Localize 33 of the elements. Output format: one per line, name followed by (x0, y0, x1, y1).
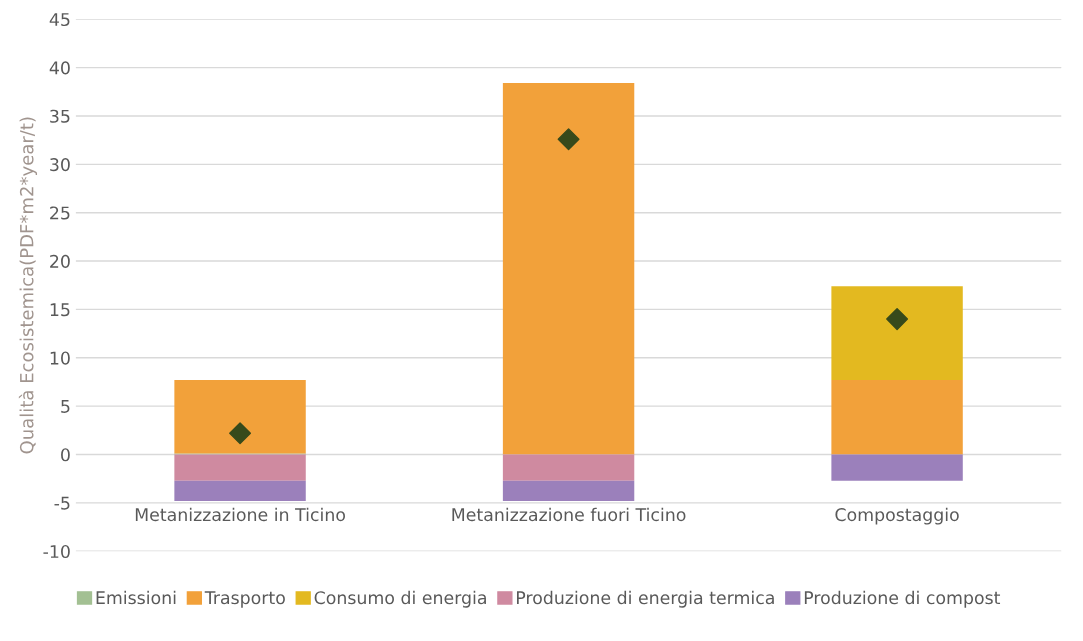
point (557, 128, 580, 151)
y-tick-label: -5 (54, 496, 70, 510)
y-tick-label: 10 (50, 351, 70, 365)
y-tick-label: 30 (50, 158, 70, 172)
x-tick-label: Compostaggio (835, 507, 959, 525)
y-tick-label: -10 (43, 544, 70, 559)
y-tick-label: 5 (61, 400, 70, 413)
y-tick-label: 35 (50, 109, 70, 123)
legend-label: Trasporto (204, 591, 285, 608)
y-tick-label: 15 (50, 303, 70, 317)
x-tick-label: Metanizzazione in Ticino (135, 507, 346, 522)
legend-label: Produzione di compost (804, 590, 1001, 608)
bar (174, 480, 306, 501)
point (886, 308, 909, 331)
bar (174, 380, 306, 454)
x-tick-label: Metanizzazione fuori Ticino (452, 507, 686, 522)
y-tick-label: 25 (50, 206, 70, 220)
y-tick-label: 45 (49, 13, 70, 27)
legend-label: Produzione di energia termica (517, 590, 774, 608)
y-tick-label: 0 (61, 448, 70, 462)
y-tick-label: 40 (49, 61, 70, 75)
bar (174, 454, 306, 481)
y-tick-label: 20 (50, 254, 70, 268)
y-axis-title: Qualità Ecosistemica(PDF*m2*year/t) (18, 117, 38, 454)
bar (831, 454, 963, 481)
bar (831, 380, 963, 455)
bar (502, 480, 635, 501)
legend-label: Consumo di energia (314, 590, 486, 608)
bar (831, 286, 963, 381)
legend-label: Emissioni (96, 590, 176, 605)
point (229, 422, 252, 445)
bar (502, 454, 635, 481)
bar (502, 83, 635, 455)
